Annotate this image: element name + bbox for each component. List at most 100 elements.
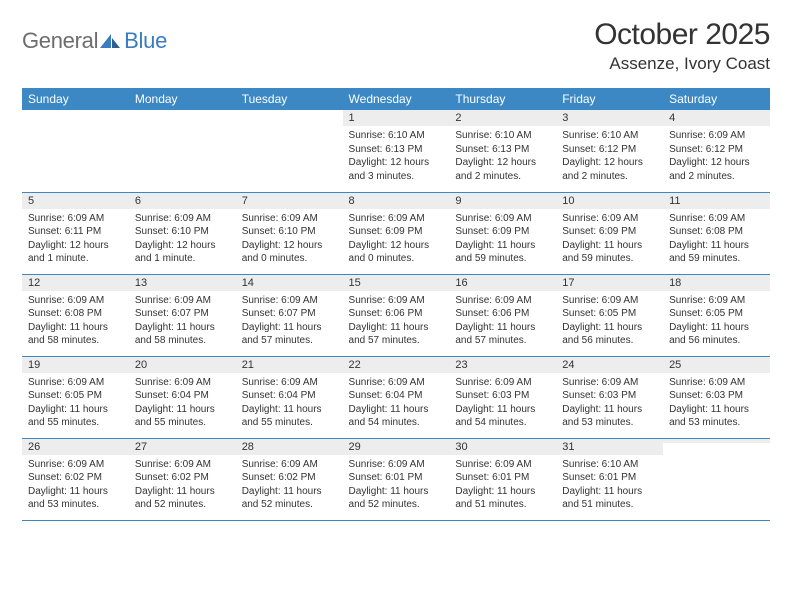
sunrise-line: Sunrise: 6:09 AM bbox=[242, 376, 337, 390]
day-number: 26 bbox=[22, 439, 129, 455]
day-number: 6 bbox=[129, 193, 236, 209]
day-cell bbox=[129, 110, 236, 192]
day-number: 28 bbox=[236, 439, 343, 455]
daylight-line: Daylight: 11 hours and 59 minutes. bbox=[669, 239, 764, 266]
sunrise-line: Sunrise: 6:09 AM bbox=[455, 376, 550, 390]
sunrise-line: Sunrise: 6:09 AM bbox=[669, 294, 764, 308]
day-detail: Sunrise: 6:10 AMSunset: 6:13 PMDaylight:… bbox=[343, 126, 450, 186]
day-number: 22 bbox=[343, 357, 450, 373]
sunrise-line: Sunrise: 6:10 AM bbox=[562, 458, 657, 472]
day-detail: Sunrise: 6:09 AMSunset: 6:07 PMDaylight:… bbox=[236, 291, 343, 351]
day-cell: 28Sunrise: 6:09 AMSunset: 6:02 PMDayligh… bbox=[236, 438, 343, 520]
day-number: 3 bbox=[556, 110, 663, 126]
daylight-line: Daylight: 11 hours and 53 minutes. bbox=[562, 403, 657, 430]
sunrise-line: Sunrise: 6:09 AM bbox=[562, 376, 657, 390]
day-number: 2 bbox=[449, 110, 556, 126]
weekday-header: Saturday bbox=[663, 88, 770, 110]
day-number: 1 bbox=[343, 110, 450, 126]
sunrise-line: Sunrise: 6:09 AM bbox=[669, 376, 764, 390]
day-detail: Sunrise: 6:09 AMSunset: 6:09 PMDaylight:… bbox=[449, 209, 556, 269]
day-cell: 3Sunrise: 6:10 AMSunset: 6:12 PMDaylight… bbox=[556, 110, 663, 192]
sunset-line: Sunset: 6:11 PM bbox=[28, 225, 123, 239]
day-cell bbox=[22, 110, 129, 192]
daylight-line: Daylight: 11 hours and 59 minutes. bbox=[562, 239, 657, 266]
calendar-week-row: 5Sunrise: 6:09 AMSunset: 6:11 PMDaylight… bbox=[22, 192, 770, 274]
day-number: 25 bbox=[663, 357, 770, 373]
sunset-line: Sunset: 6:09 PM bbox=[455, 225, 550, 239]
day-cell: 19Sunrise: 6:09 AMSunset: 6:05 PMDayligh… bbox=[22, 356, 129, 438]
day-cell: 14Sunrise: 6:09 AMSunset: 6:07 PMDayligh… bbox=[236, 274, 343, 356]
day-number: 29 bbox=[343, 439, 450, 455]
calendar-table: Sunday Monday Tuesday Wednesday Thursday… bbox=[22, 88, 770, 521]
day-cell: 13Sunrise: 6:09 AMSunset: 6:07 PMDayligh… bbox=[129, 274, 236, 356]
day-number: 23 bbox=[449, 357, 556, 373]
sunset-line: Sunset: 6:13 PM bbox=[349, 143, 444, 157]
sunrise-line: Sunrise: 6:09 AM bbox=[562, 212, 657, 226]
logo-text-blue: Blue bbox=[124, 28, 167, 54]
weekday-header: Monday bbox=[129, 88, 236, 110]
sunrise-line: Sunrise: 6:09 AM bbox=[242, 212, 337, 226]
day-cell: 30Sunrise: 6:09 AMSunset: 6:01 PMDayligh… bbox=[449, 438, 556, 520]
day-number: 8 bbox=[343, 193, 450, 209]
sunset-line: Sunset: 6:10 PM bbox=[242, 225, 337, 239]
sunrise-line: Sunrise: 6:10 AM bbox=[349, 129, 444, 143]
weekday-header: Friday bbox=[556, 88, 663, 110]
day-detail: Sunrise: 6:10 AMSunset: 6:13 PMDaylight:… bbox=[449, 126, 556, 186]
day-cell: 8Sunrise: 6:09 AMSunset: 6:09 PMDaylight… bbox=[343, 192, 450, 274]
daylight-line: Daylight: 11 hours and 59 minutes. bbox=[455, 239, 550, 266]
day-detail: Sunrise: 6:10 AMSunset: 6:01 PMDaylight:… bbox=[556, 455, 663, 515]
sunrise-line: Sunrise: 6:09 AM bbox=[135, 294, 230, 308]
sunset-line: Sunset: 6:04 PM bbox=[349, 389, 444, 403]
day-detail: Sunrise: 6:09 AMSunset: 6:06 PMDaylight:… bbox=[449, 291, 556, 351]
day-detail: Sunrise: 6:09 AMSunset: 6:02 PMDaylight:… bbox=[236, 455, 343, 515]
sunset-line: Sunset: 6:03 PM bbox=[562, 389, 657, 403]
day-cell: 22Sunrise: 6:09 AMSunset: 6:04 PMDayligh… bbox=[343, 356, 450, 438]
day-cell: 18Sunrise: 6:09 AMSunset: 6:05 PMDayligh… bbox=[663, 274, 770, 356]
daylight-line: Daylight: 11 hours and 58 minutes. bbox=[135, 321, 230, 348]
daylight-line: Daylight: 12 hours and 2 minutes. bbox=[455, 156, 550, 183]
day-cell: 7Sunrise: 6:09 AMSunset: 6:10 PMDaylight… bbox=[236, 192, 343, 274]
day-detail: Sunrise: 6:09 AMSunset: 6:02 PMDaylight:… bbox=[129, 455, 236, 515]
day-cell bbox=[236, 110, 343, 192]
day-detail: Sunrise: 6:09 AMSunset: 6:09 PMDaylight:… bbox=[556, 209, 663, 269]
sunset-line: Sunset: 6:12 PM bbox=[669, 143, 764, 157]
sunset-line: Sunset: 6:09 PM bbox=[562, 225, 657, 239]
day-cell: 12Sunrise: 6:09 AMSunset: 6:08 PMDayligh… bbox=[22, 274, 129, 356]
sunrise-line: Sunrise: 6:09 AM bbox=[28, 212, 123, 226]
sunrise-line: Sunrise: 6:10 AM bbox=[455, 129, 550, 143]
day-detail: Sunrise: 6:09 AMSunset: 6:10 PMDaylight:… bbox=[236, 209, 343, 269]
day-number: 30 bbox=[449, 439, 556, 455]
daylight-line: Daylight: 11 hours and 56 minutes. bbox=[669, 321, 764, 348]
day-cell: 24Sunrise: 6:09 AMSunset: 6:03 PMDayligh… bbox=[556, 356, 663, 438]
day-number: 5 bbox=[22, 193, 129, 209]
day-detail: Sunrise: 6:09 AMSunset: 6:05 PMDaylight:… bbox=[663, 291, 770, 351]
day-number: 24 bbox=[556, 357, 663, 373]
day-number: 12 bbox=[22, 275, 129, 291]
day-detail: Sunrise: 6:09 AMSunset: 6:03 PMDaylight:… bbox=[556, 373, 663, 433]
sunset-line: Sunset: 6:05 PM bbox=[669, 307, 764, 321]
day-detail: Sunrise: 6:09 AMSunset: 6:08 PMDaylight:… bbox=[663, 209, 770, 269]
day-detail: Sunrise: 6:09 AMSunset: 6:03 PMDaylight:… bbox=[663, 373, 770, 433]
day-number: 17 bbox=[556, 275, 663, 291]
sunset-line: Sunset: 6:04 PM bbox=[242, 389, 337, 403]
day-number: 14 bbox=[236, 275, 343, 291]
weekday-header-row: Sunday Monday Tuesday Wednesday Thursday… bbox=[22, 88, 770, 110]
day-detail: Sunrise: 6:09 AMSunset: 6:02 PMDaylight:… bbox=[22, 455, 129, 515]
sunrise-line: Sunrise: 6:09 AM bbox=[349, 212, 444, 226]
day-cell: 5Sunrise: 6:09 AMSunset: 6:11 PMDaylight… bbox=[22, 192, 129, 274]
sunrise-line: Sunrise: 6:09 AM bbox=[135, 212, 230, 226]
daylight-line: Daylight: 12 hours and 2 minutes. bbox=[562, 156, 657, 183]
day-cell: 17Sunrise: 6:09 AMSunset: 6:05 PMDayligh… bbox=[556, 274, 663, 356]
sunrise-line: Sunrise: 6:09 AM bbox=[455, 294, 550, 308]
day-cell: 4Sunrise: 6:09 AMSunset: 6:12 PMDaylight… bbox=[663, 110, 770, 192]
sunset-line: Sunset: 6:10 PM bbox=[135, 225, 230, 239]
day-detail: Sunrise: 6:09 AMSunset: 6:05 PMDaylight:… bbox=[556, 291, 663, 351]
day-cell: 2Sunrise: 6:10 AMSunset: 6:13 PMDaylight… bbox=[449, 110, 556, 192]
logo-text-general: General bbox=[22, 28, 98, 54]
daylight-line: Daylight: 12 hours and 0 minutes. bbox=[242, 239, 337, 266]
sunset-line: Sunset: 6:07 PM bbox=[242, 307, 337, 321]
day-detail: Sunrise: 6:09 AMSunset: 6:11 PMDaylight:… bbox=[22, 209, 129, 269]
header: General Blue October 2025 Assenze, Ivory… bbox=[22, 18, 770, 74]
location-subtitle: Assenze, Ivory Coast bbox=[594, 54, 770, 74]
day-detail: Sunrise: 6:09 AMSunset: 6:03 PMDaylight:… bbox=[449, 373, 556, 433]
